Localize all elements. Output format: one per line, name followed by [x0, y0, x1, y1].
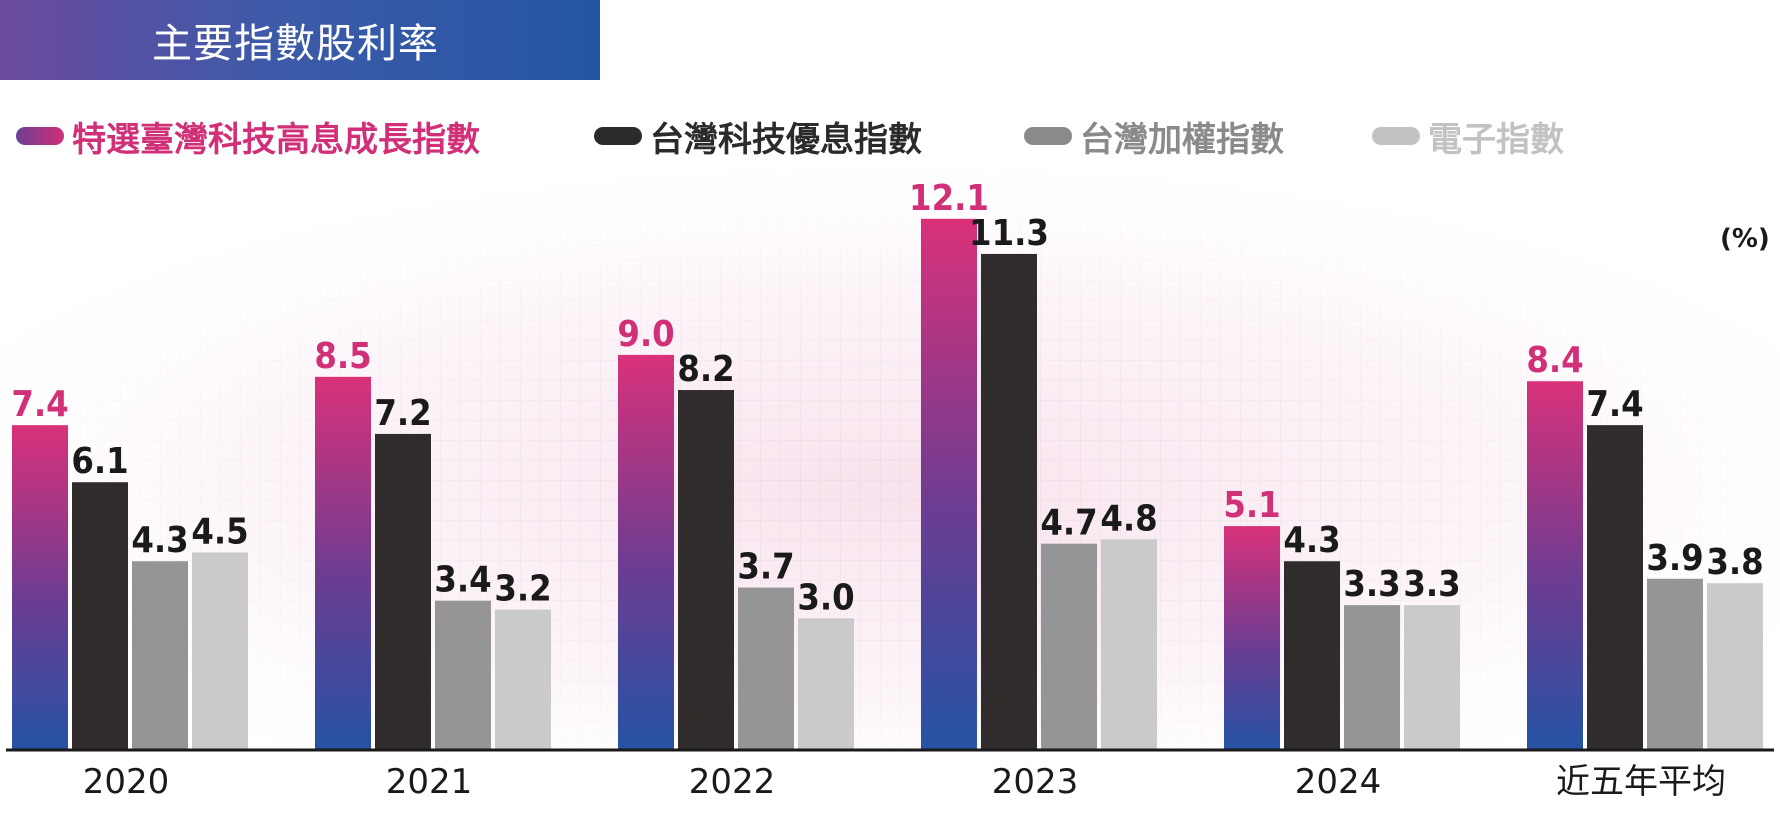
value-label-2023-series-3: 4.7 [1040, 503, 1097, 544]
value-label-2023-series-2: 11.3 [969, 213, 1049, 254]
bar-2022-series-1 [618, 354, 674, 750]
bar-2023-series-3 [1041, 543, 1097, 750]
bar-近五年平均-series-2 [1587, 425, 1643, 750]
value-label-2021-series-4: 3.2 [494, 569, 551, 610]
value-label-近五年平均-series-1: 8.4 [1526, 340, 1583, 381]
value-label-2020-series-4: 4.5 [191, 511, 248, 552]
value-label-2020-series-3: 4.3 [131, 520, 188, 561]
chart-background [0, 170, 1780, 750]
value-label-2021-series-1: 8.5 [314, 336, 371, 377]
value-labels-layer: 7.46.14.3 4.58.57.23.4 3.29.08.23.73.012.1… [11, 178, 1763, 618]
bar-2020-series-4 [192, 552, 248, 750]
x-tick-label-2022: 2022 [689, 762, 776, 802]
value-label-2024-series-3: 3.3 [1343, 564, 1400, 605]
x-tick-label-2023: 2023 [992, 762, 1079, 802]
bar-近五年平均-series-4 [1707, 583, 1763, 750]
bar-2023-series-2 [981, 253, 1037, 750]
bar-2020-series-3 [132, 561, 188, 750]
x-tick-labels: 2020 2021 2022 2023 2024 近五年平均 [83, 762, 1726, 802]
bar-2021-series-2 [375, 433, 431, 750]
value-label-2022-series-2: 8.2 [677, 349, 734, 390]
value-label-2022-series-1: 9.0 [617, 314, 674, 355]
bar-近五年平均-series-3 [1647, 578, 1703, 750]
legend-item-4: 電子指數 [1372, 114, 1564, 160]
legend-item-3: 台灣加權指數 [1024, 114, 1284, 160]
value-label-2024-series-1: 5.1 [1223, 485, 1280, 526]
value-label-2023-series-1: 12.1 [909, 178, 989, 219]
bar-近五年平均-series-1 [1527, 381, 1583, 750]
x-tick-label-2024: 2024 [1295, 762, 1382, 802]
legend-label-2: 台灣科技優息指數 [650, 119, 922, 160]
value-label-2022-series-4: 3.0 [797, 577, 854, 618]
value-label-近五年平均-series-4: 3.8 [1706, 542, 1763, 583]
value-label-近五年平均-series-3: 3.9 [1646, 538, 1703, 579]
bar-2021-series-4 [495, 609, 551, 750]
bar-2023-series-1 [921, 218, 977, 750]
legend-item-2: 台灣科技優息指數 [594, 114, 922, 160]
bar-2020-series-1 [12, 425, 68, 750]
bar-2024-series-2 [1284, 561, 1340, 750]
chart-title: 主要指數股利率 [152, 21, 439, 67]
legend-label-1: 特選臺灣科技高息成長指數 [72, 119, 480, 160]
legend-label-3: 台灣加權指數 [1080, 119, 1284, 160]
bars-layer [12, 218, 1763, 750]
value-label-2024-series-4: 3.3 [1403, 564, 1460, 605]
x-tick-label-2021: 2021 [386, 762, 473, 802]
value-label-2020-series-1: 7.4 [11, 384, 68, 425]
legend-item-1: 特選臺灣科技高息成長指數 [16, 114, 480, 160]
bar-2020-series-2 [72, 482, 128, 750]
value-label-2023-series-4: 4.8 [1100, 498, 1157, 539]
legend-swatch-3 [1024, 127, 1072, 145]
legend-label-4: 電子指數 [1428, 119, 1564, 160]
x-tick-label-近五年平均: 近五年平均 [1556, 762, 1726, 802]
x-tick-label-2020: 2020 [83, 762, 170, 802]
bar-2024-series-3 [1344, 605, 1400, 750]
bar-2023-series-4 [1101, 539, 1157, 750]
bar-2024-series-4 [1404, 605, 1460, 750]
bar-2022-series-3 [738, 587, 794, 750]
title-banner: 主要指數股利率 [0, 0, 600, 80]
value-label-2021-series-3: 3.4 [434, 560, 491, 601]
value-label-2022-series-3: 3.7 [737, 547, 794, 588]
value-label-近五年平均-series-2: 7.4 [1586, 384, 1643, 425]
bar-2021-series-1 [315, 376, 371, 750]
bar-2021-series-3 [435, 600, 491, 750]
value-label-2020-series-2: 6.1 [71, 441, 128, 482]
bar-2022-series-2 [678, 390, 734, 750]
legend-swatch-4 [1372, 127, 1420, 145]
bar-2024-series-1 [1224, 526, 1280, 750]
value-label-2024-series-2: 4.3 [1283, 520, 1340, 561]
bar-2022-series-4 [798, 618, 854, 750]
value-label-2021-series-2: 7.2 [374, 393, 431, 434]
legend-swatch-2 [594, 127, 642, 145]
legend-swatch-1 [16, 127, 64, 145]
